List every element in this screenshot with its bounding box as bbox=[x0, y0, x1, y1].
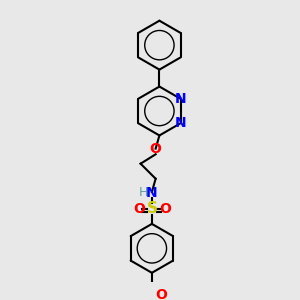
Text: N: N bbox=[175, 92, 186, 106]
Text: O: O bbox=[155, 288, 167, 300]
Text: O: O bbox=[150, 142, 162, 156]
Text: O: O bbox=[159, 202, 171, 216]
Text: N: N bbox=[175, 116, 186, 130]
Text: O: O bbox=[133, 202, 145, 216]
Text: S: S bbox=[146, 201, 158, 216]
Text: H: H bbox=[139, 186, 148, 200]
Text: N: N bbox=[146, 186, 158, 200]
